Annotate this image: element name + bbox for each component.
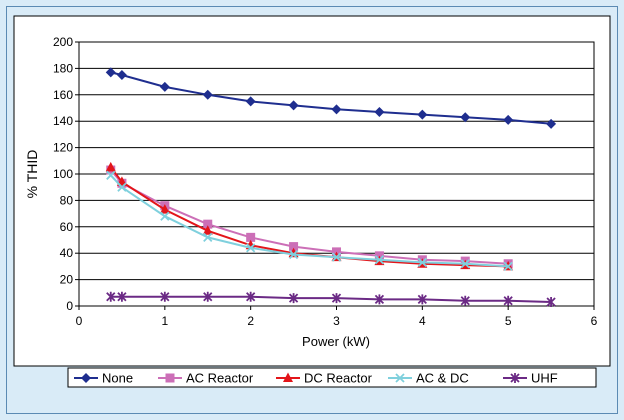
legend-label: AC & DC — [416, 371, 469, 386]
legend-item: None — [74, 371, 133, 386]
legend-label: UHF — [531, 371, 558, 386]
y-tick-label: 100 — [53, 167, 73, 181]
data-point — [417, 294, 427, 305]
data-point — [105, 67, 116, 78]
data-point — [105, 161, 116, 172]
legend-label: DC Reactor — [304, 371, 373, 386]
legend-label: None — [102, 371, 133, 386]
series-4 — [106, 291, 556, 308]
data-point — [203, 232, 213, 242]
y-tick-label: 120 — [53, 141, 73, 155]
y-tick-label: 180 — [53, 61, 73, 75]
data-point — [460, 259, 470, 269]
data-point — [246, 232, 256, 242]
y-axis-ticks: 0 20 40 60 80 100 120 140 160 180 200 — [53, 35, 79, 313]
data-point — [117, 291, 127, 302]
data-point — [106, 291, 116, 302]
data-point — [546, 297, 556, 308]
series-group — [105, 67, 557, 308]
data-point — [374, 294, 385, 305]
data-point — [288, 249, 299, 260]
data-point — [417, 257, 427, 268]
data-point — [203, 219, 213, 229]
data-point — [202, 89, 213, 100]
y-tick-label: 160 — [53, 88, 73, 102]
series-line — [110, 295, 552, 303]
data-point — [117, 182, 127, 192]
x-axis-ticks: 0 1 2 3 4 5 6 — [76, 306, 598, 328]
legend-marker — [510, 373, 520, 383]
legend-box — [67, 367, 597, 388]
data-point — [160, 291, 170, 302]
y-tick-label: 60 — [60, 220, 74, 234]
data-point — [331, 293, 342, 304]
x-tick-label: 0 — [76, 314, 83, 328]
legend: None AC Reactor DC Reactor AC & DC UHF — [74, 371, 558, 386]
data-point — [546, 118, 557, 129]
series-3 — [106, 170, 513, 272]
legend-label: AC Reactor — [186, 371, 254, 386]
data-point — [503, 114, 514, 125]
y-tick-label: 200 — [53, 35, 73, 49]
y-axis-label: % THID — [24, 150, 40, 199]
data-point — [202, 225, 213, 235]
data-point — [374, 255, 385, 265]
x-tick-label: 5 — [505, 314, 512, 328]
data-point — [246, 243, 256, 253]
x-tick-label: 1 — [161, 314, 168, 328]
data-point — [460, 295, 470, 306]
data-point — [503, 261, 513, 272]
y-tick-label: 20 — [60, 273, 74, 287]
data-point — [246, 291, 256, 302]
data-point — [159, 204, 170, 214]
data-point — [417, 109, 428, 120]
legend-item: UHF — [503, 371, 558, 386]
legend-item: AC & DC — [388, 371, 469, 386]
data-point — [503, 295, 513, 306]
x-tick-label: 4 — [419, 314, 426, 328]
data-point — [245, 96, 256, 107]
data-point — [106, 170, 116, 180]
legend-marker — [395, 373, 405, 383]
data-point — [116, 70, 127, 80]
frame-border — [6, 6, 618, 414]
x-tick-label: 3 — [333, 314, 340, 328]
data-point — [159, 81, 170, 92]
y-tick-label: 140 — [53, 114, 73, 128]
x-tick-label: 6 — [591, 314, 598, 328]
legend-marker — [81, 373, 91, 383]
data-point — [288, 100, 299, 111]
x-tick-label: 2 — [247, 314, 254, 328]
data-point — [374, 106, 385, 117]
series-line — [110, 71, 552, 125]
data-point — [331, 252, 342, 262]
data-point — [331, 104, 342, 115]
legend-marker — [283, 372, 293, 382]
y-tick-label: 0 — [66, 299, 73, 313]
legend-item: AC Reactor — [158, 371, 254, 386]
series-0 — [105, 67, 557, 129]
data-point — [460, 112, 471, 123]
data-point — [203, 291, 213, 302]
legend-item: DC Reactor — [276, 371, 373, 386]
data-point — [289, 242, 299, 252]
legend-marker — [165, 373, 175, 383]
y-tick-label: 80 — [60, 193, 74, 207]
x-axis-label: Power (kW) — [302, 334, 370, 349]
data-point — [288, 293, 299, 304]
data-point — [160, 211, 170, 221]
y-tick-label: 40 — [60, 246, 74, 260]
